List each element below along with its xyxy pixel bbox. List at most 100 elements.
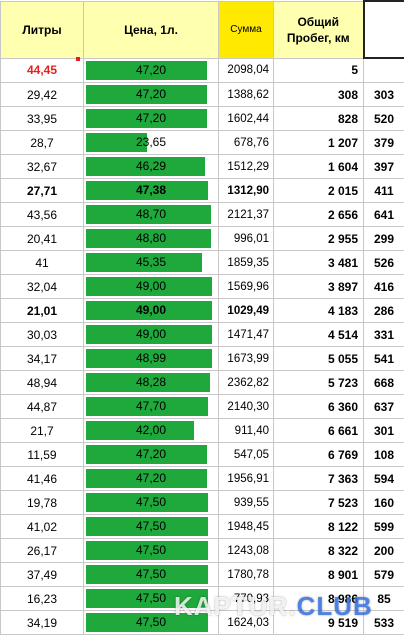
cell-distance[interactable]: 599 [363,514,404,539]
cell-mileage[interactable]: 8 901 [273,562,364,587]
cell-liters[interactable]: 33,95 [0,106,84,131]
cell-distance[interactable]: 286 [363,298,404,323]
cell-distance[interactable]: 416 [363,274,404,299]
cell-liters[interactable]: 20,41 [0,226,84,251]
cell-mileage[interactable]: 8 986 [273,586,364,611]
cell-sum[interactable]: 2098,04 [218,57,274,83]
cell-mileage[interactable]: 5 [273,57,364,83]
cell-sum[interactable]: 1243,08 [218,538,274,563]
cell-sum[interactable]: 1388,62 [218,82,274,107]
cell-distance[interactable]: 579 [363,562,404,587]
cell-price[interactable]: 23,65 [83,130,219,155]
cell-distance[interactable]: 301 [363,418,404,443]
cell-liters[interactable]: 30,03 [0,322,84,347]
cell-liters[interactable]: 21,01 [0,298,84,323]
cell-distance[interactable]: 668 [363,370,404,395]
cell-distance[interactable]: 303 [363,82,404,107]
comment-marker[interactable] [76,57,80,61]
cell-price[interactable]: 48,80 [83,226,219,251]
cell-distance[interactable]: 331 [363,322,404,347]
cell-liters[interactable]: 29,42 [0,82,84,107]
cell-liters[interactable]: 32,67 [0,154,84,179]
cell-liters[interactable]: 19,78 [0,490,84,515]
cell-mileage[interactable]: 5 723 [273,370,364,395]
cell-sum[interactable]: 1569,96 [218,274,274,299]
cell-price[interactable]: 47,50 [83,562,219,587]
cell-sum[interactable]: 1602,44 [218,106,274,131]
cell-sum[interactable]: 2140,30 [218,394,274,419]
cell-sum[interactable]: 1512,29 [218,154,274,179]
cell-mileage[interactable]: 1 604 [273,154,364,179]
cell-price[interactable]: 49,00 [83,274,219,299]
cell-mileage[interactable]: 2 015 [273,178,364,203]
cell-liters[interactable]: 41,46 [0,466,84,491]
cell-liters[interactable]: 26,17 [0,538,84,563]
cell-distance[interactable]: 637 [363,394,404,419]
header-liters[interactable]: Литры [0,0,84,59]
cell-price[interactable]: 49,00 [83,322,219,347]
cell-sum[interactable]: 2362,82 [218,370,274,395]
cell-price[interactable]: 46,29 [83,154,219,179]
header-price[interactable]: Цена, 1л. [83,0,219,59]
cell-liters[interactable]: 21,7 [0,418,84,443]
cell-distance[interactable]: 520 [363,106,404,131]
cell-liters[interactable]: 34,17 [0,346,84,371]
cell-distance[interactable]: 526 [363,250,404,275]
cell-price[interactable]: 48,99 [83,346,219,371]
cell-liters[interactable]: 32,04 [0,274,84,299]
cell-liters[interactable]: 34,19 [0,610,84,635]
cell-price[interactable]: 47,20 [83,106,219,131]
cell-distance[interactable]: 533 [363,610,404,635]
cell-mileage[interactable]: 1 207 [273,130,364,155]
cell-distance[interactable]: 108 [363,442,404,467]
cell-distance[interactable]: 641 [363,202,404,227]
cell-price[interactable]: 48,70 [83,202,219,227]
cell-mileage[interactable]: 6 661 [273,418,364,443]
cell-distance[interactable]: 160 [363,490,404,515]
cell-price[interactable]: 47,50 [83,490,219,515]
cell-mileage[interactable]: 9 519 [273,610,364,635]
cell-sum[interactable]: 1956,91 [218,466,274,491]
cell-sum[interactable]: 1948,45 [218,514,274,539]
cell-price[interactable]: 47,50 [83,586,219,611]
cell-price[interactable]: 47,20 [83,82,219,107]
cell-price[interactable]: 49,00 [83,298,219,323]
cell-liters[interactable]: 27,71 [0,178,84,203]
cell-distance[interactable] [363,57,404,83]
cell-mileage[interactable]: 7 363 [273,466,364,491]
cell-mileage[interactable]: 2 656 [273,202,364,227]
cell-sum[interactable]: 1859,35 [218,250,274,275]
cell-price[interactable]: 48,28 [83,370,219,395]
cell-price[interactable]: 47,50 [83,514,219,539]
cell-liters[interactable]: 41 [0,250,84,275]
cell-sum[interactable]: 1673,99 [218,346,274,371]
cell-mileage[interactable]: 828 [273,106,364,131]
cell-sum[interactable]: 1471,47 [218,322,274,347]
cell-mileage[interactable]: 3 897 [273,274,364,299]
cell-mileage[interactable]: 3 481 [273,250,364,275]
cell-mileage[interactable]: 5 055 [273,346,364,371]
cell-mileage[interactable]: 6 360 [273,394,364,419]
cell-price[interactable]: 42,00 [83,418,219,443]
cell-liters[interactable]: 28,7 [0,130,84,155]
cell-liters[interactable]: 11,59 [0,442,84,467]
cell-sum[interactable]: 2121,37 [218,202,274,227]
header-mileage[interactable]: Общий Пробег, км [273,0,364,59]
cell-sum[interactable]: 770,93 [218,586,274,611]
cell-liters[interactable]: 16,23 [0,586,84,611]
cell-distance[interactable]: 397 [363,154,404,179]
cell-sum[interactable]: 1312,90 [218,178,274,203]
cell-mileage[interactable]: 308 [273,82,364,107]
cell-sum[interactable]: 1624,03 [218,610,274,635]
cell-sum[interactable]: 678,76 [218,130,274,155]
cell-liters[interactable]: 43,56 [0,202,84,227]
cell-price[interactable]: 47,50 [83,610,219,635]
cell-sum[interactable]: 547,05 [218,442,274,467]
cell-distance[interactable]: 200 [363,538,404,563]
cell-price[interactable]: 47,20 [83,466,219,491]
cell-price[interactable]: 47,20 [83,442,219,467]
cell-mileage[interactable]: 6 769 [273,442,364,467]
cell-distance[interactable]: 379 [363,130,404,155]
cell-mileage[interactable]: 8 322 [273,538,364,563]
cell-mileage[interactable]: 2 955 [273,226,364,251]
